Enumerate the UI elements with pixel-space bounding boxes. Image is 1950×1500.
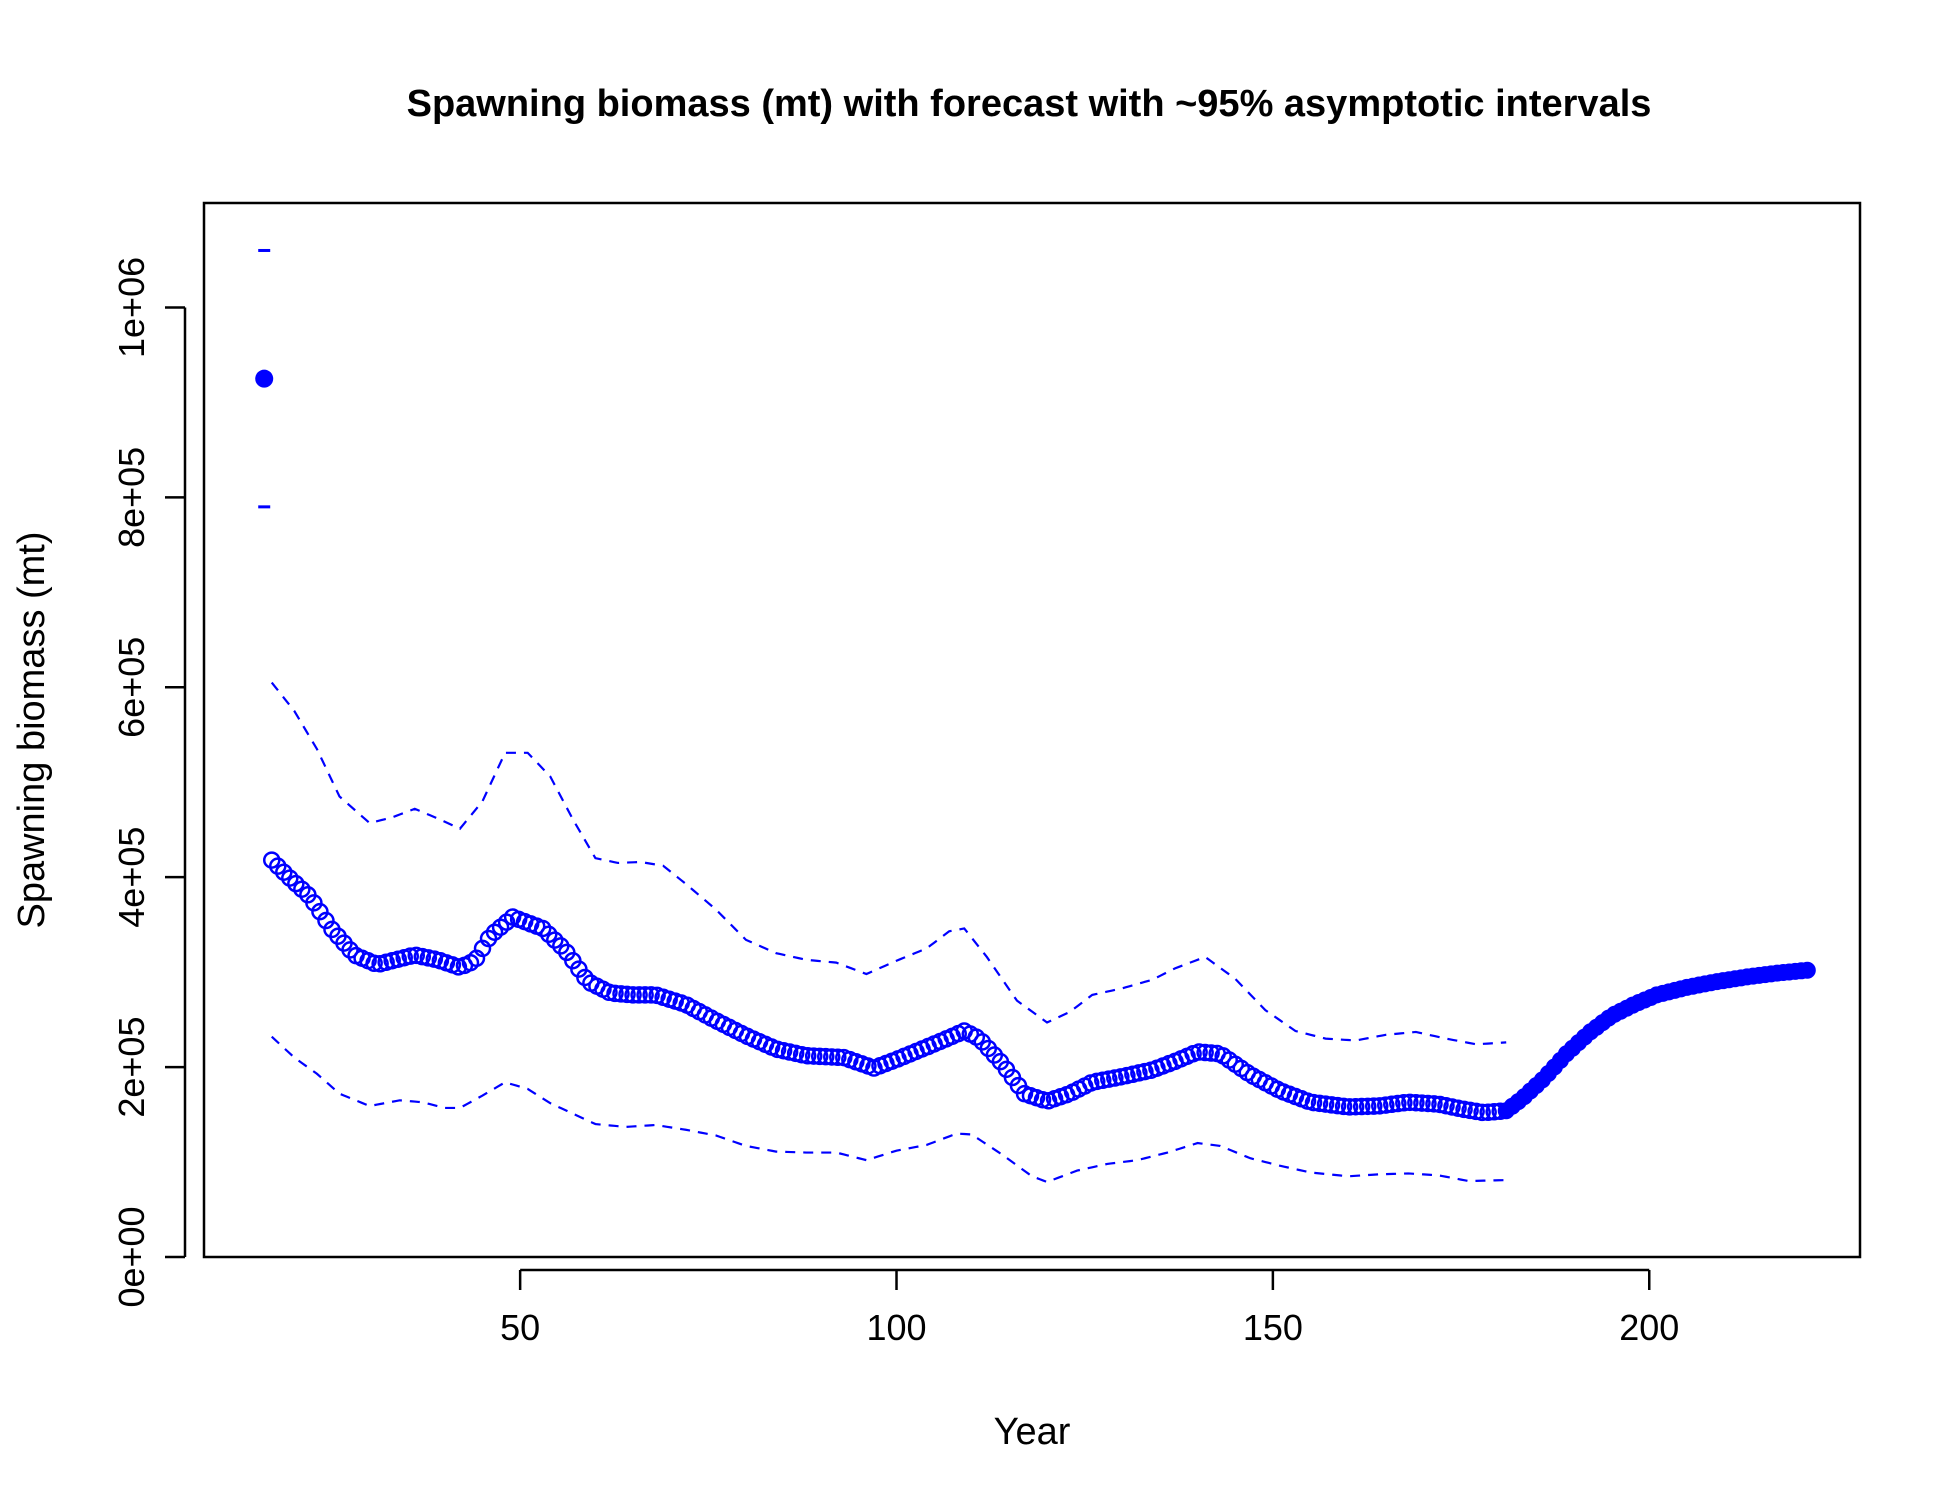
estimate-point (1033, 1091, 1052, 1109)
forecast-point (1798, 961, 1816, 979)
virgin-point (255, 369, 274, 388)
estimate-point (792, 1045, 811, 1064)
estimate-point (1087, 1072, 1106, 1091)
y-tick-label: 8e+05 (111, 447, 152, 548)
y-tick-label: 1e+06 (111, 257, 152, 358)
estimate-point (1304, 1093, 1323, 1112)
estimate-point (810, 1047, 829, 1066)
estimate-point (1346, 1097, 1365, 1116)
estimate-point (305, 894, 323, 912)
y-axis-title: Spawning biomass (mt) (11, 531, 53, 928)
estimate-point (1407, 1093, 1425, 1112)
estimate-point (401, 947, 419, 965)
estimate-point (1419, 1094, 1437, 1113)
upper-ci-line (270, 681, 1507, 1046)
estimate-point (1364, 1097, 1383, 1115)
estimate-point (540, 925, 558, 944)
estimate-point (1328, 1096, 1347, 1115)
estimate-point (1377, 1096, 1395, 1114)
x-tick-label: 150 (1243, 1307, 1303, 1348)
estimate-point (1383, 1095, 1401, 1114)
estimate-point (1316, 1095, 1335, 1113)
estimate-point (624, 986, 642, 1004)
estimate-point (1455, 1100, 1473, 1119)
x-tick-label: 200 (1619, 1307, 1679, 1348)
lower-ci-line (271, 1035, 1507, 1184)
estimate-point (1461, 1101, 1479, 1120)
estimate-point (1100, 1070, 1118, 1088)
estimate-point (618, 985, 636, 1004)
estimate-point (1389, 1094, 1407, 1113)
estimate-point (1106, 1069, 1124, 1087)
estimate-point (1322, 1096, 1341, 1114)
estimate-point (642, 986, 660, 1004)
x-axis-title: Year (994, 1411, 1071, 1453)
estimate-point (817, 1047, 835, 1066)
estimate-point (823, 1048, 841, 1066)
estimate-point (1202, 1044, 1220, 1062)
estimate-point (1352, 1097, 1371, 1116)
estimate-point (1449, 1099, 1467, 1117)
estimate-point (1401, 1093, 1419, 1112)
estimate-point (1334, 1097, 1353, 1116)
estimate-point (606, 984, 624, 1003)
confidence-interval-lines (270, 681, 1507, 1184)
estimate-point (263, 851, 281, 869)
estimate-point (546, 931, 564, 949)
x-tick-label: 50 (500, 1307, 540, 1348)
estimate-point (1358, 1097, 1377, 1116)
estimate-point (600, 983, 618, 1002)
estimate-point (365, 954, 383, 973)
estimate-point (1310, 1094, 1329, 1113)
estimate-point (636, 986, 654, 1004)
estimate-point (317, 911, 335, 930)
estimate-point (1196, 1043, 1214, 1062)
y-tick-label: 6e+05 (111, 637, 152, 738)
estimate-point (1413, 1094, 1431, 1112)
estimate-point (829, 1048, 847, 1067)
estimate-point (804, 1047, 823, 1065)
y-tick-label: 4e+05 (111, 827, 152, 928)
estimate-point (275, 863, 293, 881)
x-axis: 50 100 150 200 (500, 1268, 1679, 1348)
biomass-points (263, 851, 1816, 1122)
plot-frame (202, 201, 1862, 1259)
estimate-point (311, 902, 329, 921)
virgin-biomass-marker (255, 248, 274, 509)
chart-title: Spawning biomass (mt) with forecast with… (407, 83, 1652, 125)
x-tick-label: 100 (866, 1307, 926, 1348)
y-tick-label: 2e+05 (111, 1017, 152, 1118)
estimate-point (1395, 1094, 1413, 1112)
estimate-point (1371, 1097, 1389, 1115)
estimate-point (798, 1047, 817, 1065)
estimate-point (269, 857, 287, 875)
estimate-point (1425, 1095, 1443, 1113)
y-tick-label: 0e+00 (111, 1206, 152, 1307)
estimate-point (1094, 1071, 1112, 1090)
estimate-point (533, 919, 552, 938)
estimate-point (1479, 1103, 1497, 1122)
estimate-point (1473, 1103, 1491, 1122)
estimate-point (630, 986, 648, 1004)
estimate-point (1467, 1102, 1485, 1121)
y-axis: 0e+00 2e+05 4e+05 6e+05 8e+05 1e+06 (111, 257, 187, 1308)
estimate-point (1340, 1098, 1359, 1116)
estimate-point (1190, 1043, 1208, 1061)
estimate-point (612, 985, 630, 1003)
